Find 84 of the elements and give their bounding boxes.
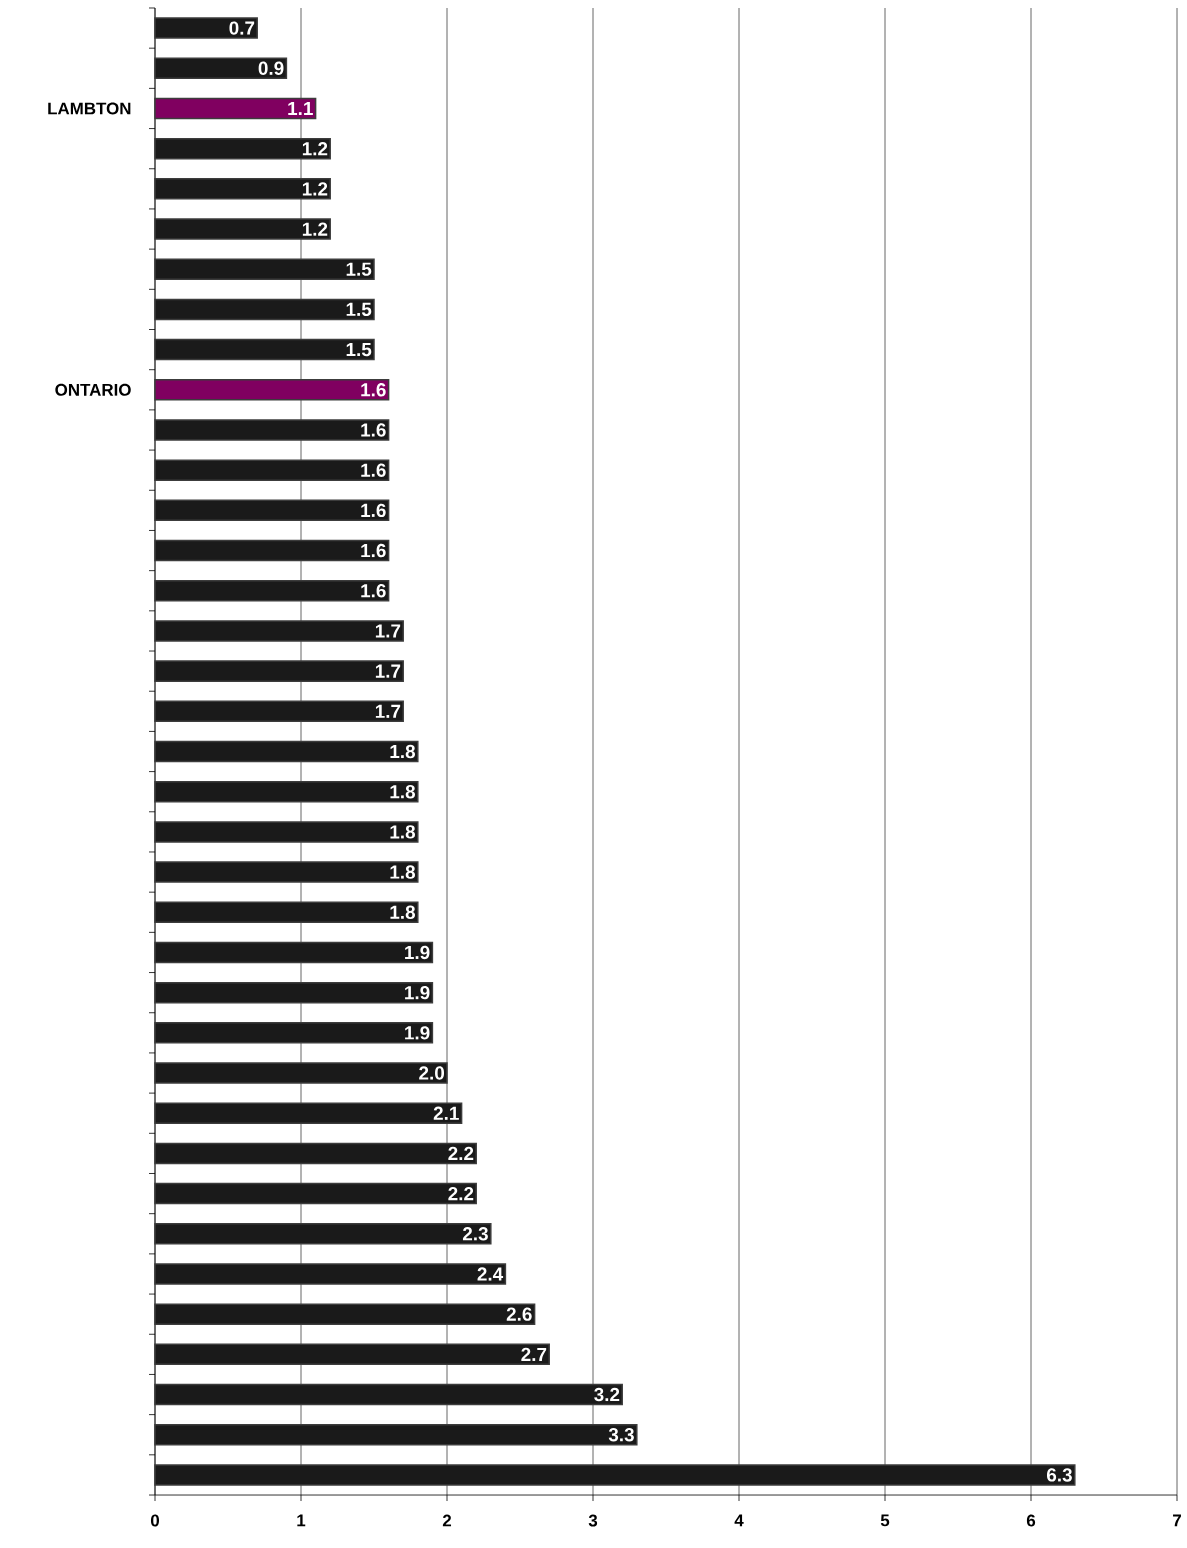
bar <box>154 1263 507 1285</box>
bar <box>154 17 258 39</box>
bar <box>154 459 390 481</box>
bar <box>154 941 434 964</box>
bar <box>154 861 419 883</box>
data-label: 1.5 <box>346 302 372 317</box>
y-tick-label: LAMBTON <box>48 102 131 115</box>
bar <box>154 218 331 240</box>
x-tick-label: 7 <box>1173 1514 1181 1527</box>
x-tick-label: 5 <box>880 1514 890 1527</box>
x-tick-label: 6 <box>1026 1514 1036 1527</box>
data-label: 2.0 <box>419 1066 445 1080</box>
bar <box>154 620 404 642</box>
data-label: 1.9 <box>405 985 430 1000</box>
data-label: 0.9 <box>258 61 284 75</box>
bar <box>154 97 317 120</box>
data-label: 2.4 <box>477 1267 504 1281</box>
bar <box>154 379 390 401</box>
data-label: 1.9 <box>405 1026 430 1040</box>
bar <box>154 1102 463 1124</box>
bar <box>154 660 404 682</box>
bar <box>154 539 390 562</box>
x-tick-label: 2 <box>442 1514 452 1527</box>
bar <box>154 499 390 522</box>
data-label: 0.7 <box>229 21 255 35</box>
data-label: 1.2 <box>302 182 328 196</box>
data-label: 1.8 <box>390 865 416 879</box>
data-label: 1.6 <box>361 383 386 397</box>
bar <box>154 579 390 602</box>
data-label: 2.6 <box>506 1307 532 1321</box>
bar <box>154 1303 536 1325</box>
bar <box>154 178 331 200</box>
data-label: 1.6 <box>361 584 386 598</box>
data-label: 2.3 <box>462 1227 488 1241</box>
bar <box>154 1182 477 1205</box>
x-tick-label: 4 <box>734 1514 744 1527</box>
data-label: 1.8 <box>390 744 416 759</box>
data-label: 1.6 <box>361 423 386 437</box>
bar <box>154 901 419 924</box>
data-label: 1.6 <box>361 463 386 477</box>
data-label: 1.8 <box>390 784 416 799</box>
bar <box>154 1142 477 1165</box>
data-label: 1.1 <box>288 101 313 115</box>
bar <box>154 1383 623 1406</box>
bar <box>154 1062 448 1084</box>
bar <box>154 740 419 763</box>
data-label: 2.7 <box>521 1347 547 1361</box>
bar <box>154 821 419 843</box>
data-label: 1.2 <box>302 142 328 156</box>
x-tick-label: 1 <box>297 1514 306 1527</box>
bar <box>154 258 375 280</box>
x-tick-label: 3 <box>588 1514 598 1527</box>
bar <box>154 1223 492 1245</box>
bar <box>154 1022 434 1044</box>
bar <box>154 57 288 80</box>
bar <box>154 137 331 160</box>
bar <box>154 298 375 321</box>
bar <box>154 1464 1076 1486</box>
data-label: 1.2 <box>302 222 328 236</box>
data-label: 2.1 <box>433 1106 459 1120</box>
bar <box>154 780 419 803</box>
bar <box>154 1423 638 1446</box>
data-label: 2.2 <box>448 1186 474 1201</box>
data-label: 1.9 <box>405 945 430 960</box>
bar <box>154 1343 550 1366</box>
bar <box>154 700 404 723</box>
x-tick-label: 0 <box>150 1514 160 1527</box>
data-label: 1.7 <box>375 624 401 638</box>
bar <box>154 981 434 1004</box>
data-label: 1.5 <box>346 343 372 357</box>
data-label: 1.7 <box>375 664 401 678</box>
data-label: 2.2 <box>448 1146 474 1161</box>
data-label: 1.6 <box>361 503 386 518</box>
data-label: 3.2 <box>594 1387 620 1402</box>
data-label: 1.7 <box>375 704 401 718</box>
data-label: 1.8 <box>390 905 416 919</box>
bar <box>154 419 390 441</box>
data-label: 1.8 <box>390 825 416 839</box>
data-label: 1.6 <box>361 543 386 558</box>
data-label: 6.3 <box>1046 1468 1072 1482</box>
y-tick-label: ONTARIO <box>55 383 131 396</box>
data-label: 3.3 <box>608 1428 634 1442</box>
bar <box>154 338 375 361</box>
data-label: 1.5 <box>346 262 372 276</box>
